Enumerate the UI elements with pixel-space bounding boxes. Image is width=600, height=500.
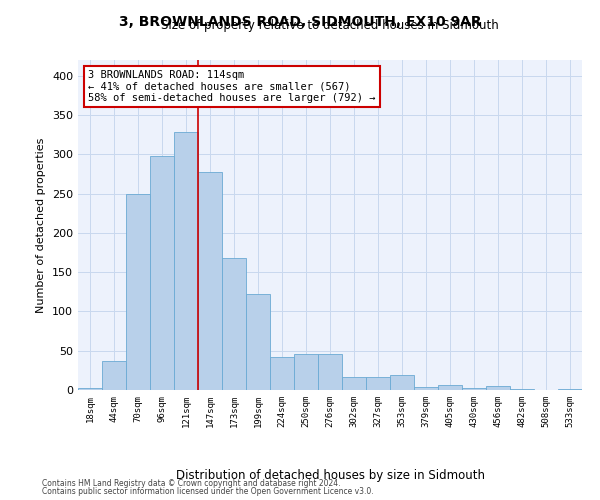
Bar: [246, 294, 270, 390]
Text: Contains HM Land Registry data © Crown copyright and database right 2024.: Contains HM Land Registry data © Crown c…: [42, 478, 341, 488]
Text: 3 BROWNLANDS ROAD: 114sqm
← 41% of detached houses are smaller (567)
58% of semi: 3 BROWNLANDS ROAD: 114sqm ← 41% of detac…: [88, 70, 376, 103]
Bar: [510, 389, 534, 390]
Bar: [78, 388, 102, 390]
Bar: [150, 156, 174, 390]
Bar: [198, 172, 222, 390]
Bar: [366, 378, 390, 390]
Text: 3, BROWNLANDS ROAD, SIDMOUTH, EX10 9AR: 3, BROWNLANDS ROAD, SIDMOUTH, EX10 9AR: [119, 15, 481, 29]
Bar: [294, 354, 318, 390]
Bar: [438, 384, 462, 390]
Bar: [342, 378, 366, 390]
Text: Contains public sector information licensed under the Open Government Licence v3: Contains public sector information licen…: [42, 487, 374, 496]
X-axis label: Distribution of detached houses by size in Sidmouth: Distribution of detached houses by size …: [176, 469, 485, 482]
Title: Size of property relative to detached houses in Sidmouth: Size of property relative to detached ho…: [161, 20, 499, 32]
Bar: [102, 361, 126, 390]
Bar: [270, 357, 294, 390]
Bar: [558, 389, 582, 390]
Bar: [126, 194, 150, 390]
Bar: [222, 258, 246, 390]
Bar: [486, 386, 510, 390]
Bar: [462, 388, 486, 390]
Bar: [174, 132, 198, 390]
Bar: [414, 387, 438, 390]
Y-axis label: Number of detached properties: Number of detached properties: [37, 138, 46, 312]
Bar: [390, 375, 414, 390]
Bar: [318, 354, 342, 390]
